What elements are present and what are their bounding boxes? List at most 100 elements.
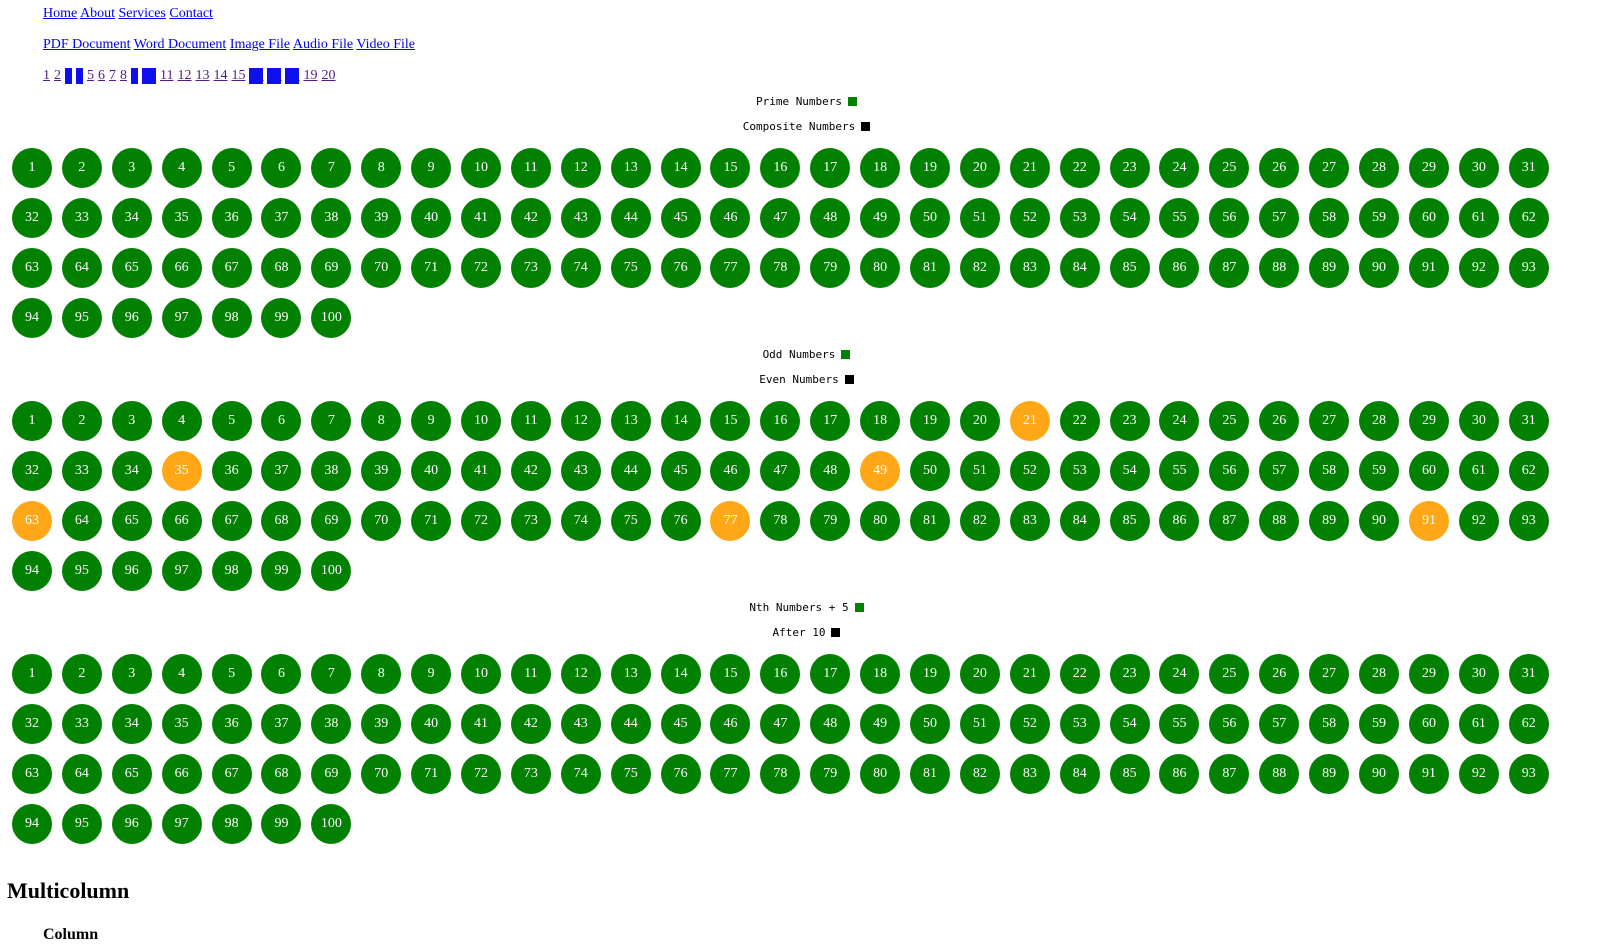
column-heading: Column xyxy=(43,926,99,943)
number-ball-75: 75 xyxy=(610,247,651,288)
page-link-14[interactable]: 14 xyxy=(213,68,228,83)
number-ball-49: 49 xyxy=(860,703,901,744)
number-ball-3: 3 xyxy=(111,654,152,694)
number-ball-7: 7 xyxy=(311,401,352,441)
number-ball-15: 15 xyxy=(710,654,751,694)
number-ball-100: 100 xyxy=(311,550,352,591)
number-ball-6: 6 xyxy=(261,148,302,188)
number-ball-34: 34 xyxy=(111,197,152,238)
number-ball-80: 80 xyxy=(860,500,901,541)
number-ball-97: 97 xyxy=(161,803,202,844)
page-link-1[interactable]: 1 xyxy=(43,68,50,83)
page-link-19[interactable]: 19 xyxy=(303,68,318,83)
number-ball-96: 96 xyxy=(111,297,152,338)
number-ball-15: 15 xyxy=(710,148,751,188)
number-ball-79: 79 xyxy=(810,753,851,794)
number-ball-23: 23 xyxy=(1109,654,1150,694)
number-ball-9: 9 xyxy=(411,148,452,188)
number-ball-39: 39 xyxy=(361,703,402,744)
number-ball-69: 69 xyxy=(311,500,352,541)
number-ball-87: 87 xyxy=(1209,753,1250,794)
link-video-file[interactable]: Video File xyxy=(356,37,416,52)
number-ball-27: 27 xyxy=(1309,401,1350,441)
legend-prime-numbers: Prime Numbers xyxy=(0,95,1613,109)
page-link-7[interactable]: 7 xyxy=(109,68,116,83)
number-ball-47: 47 xyxy=(760,703,801,744)
nav-link-services[interactable]: Services xyxy=(118,6,166,21)
nav-link-home[interactable]: Home xyxy=(43,6,78,21)
number-ball-91: 91 xyxy=(1408,500,1449,541)
page-link-16[interactable]: 16 xyxy=(249,68,264,84)
page-link-6[interactable]: 6 xyxy=(98,68,105,83)
number-ball-24: 24 xyxy=(1159,148,1200,188)
page-link-5[interactable]: 5 xyxy=(87,68,94,83)
page-link-18[interactable]: 18 xyxy=(285,68,300,84)
page-link-17[interactable]: 17 xyxy=(267,68,282,84)
number-ball-50: 50 xyxy=(910,197,951,238)
number-ball-80: 80 xyxy=(860,247,901,288)
number-ball-14: 14 xyxy=(660,148,701,188)
number-ball-82: 82 xyxy=(959,500,1000,541)
number-ball-55: 55 xyxy=(1159,450,1200,491)
number-ball-97: 97 xyxy=(161,297,202,338)
number-ball-11: 11 xyxy=(510,654,551,694)
number-ball-63: 63 xyxy=(12,247,52,288)
number-ball-66: 66 xyxy=(161,247,202,288)
page-link-13[interactable]: 13 xyxy=(195,68,210,83)
number-ball-18: 18 xyxy=(860,654,901,694)
number-ball-28: 28 xyxy=(1359,148,1400,188)
nav-link-about[interactable]: About xyxy=(79,6,115,21)
number-ball-45: 45 xyxy=(660,450,701,491)
number-ball-29: 29 xyxy=(1408,148,1449,188)
page-link-3[interactable]: 3 xyxy=(65,68,72,84)
number-ball-43: 43 xyxy=(560,450,601,491)
page-link-9[interactable]: 9 xyxy=(131,68,138,84)
nav-link-contact[interactable]: Contact xyxy=(169,6,213,21)
link-word-document[interactable]: Word Document xyxy=(133,37,227,52)
number-ball-7: 7 xyxy=(311,654,352,694)
page-link-20[interactable]: 20 xyxy=(321,68,336,83)
page-link-12[interactable]: 12 xyxy=(177,68,192,83)
page-link-8[interactable]: 8 xyxy=(120,68,127,83)
number-ball-58: 58 xyxy=(1309,450,1350,491)
number-ball-16: 16 xyxy=(760,654,801,694)
number-ball-33: 33 xyxy=(61,703,102,744)
number-ball-96: 96 xyxy=(111,550,152,591)
number-ball-10: 10 xyxy=(461,148,502,188)
number-ball-41: 41 xyxy=(461,197,502,238)
number-ball-86: 86 xyxy=(1159,500,1200,541)
number-ball-45: 45 xyxy=(660,197,701,238)
number-ball-32: 32 xyxy=(12,703,52,744)
number-ball-6: 6 xyxy=(261,401,302,441)
number-ball-62: 62 xyxy=(1508,703,1549,744)
number-ball-86: 86 xyxy=(1159,247,1200,288)
number-ball-15: 15 xyxy=(710,401,751,441)
page-link-2[interactable]: 2 xyxy=(54,68,61,83)
page-link-15[interactable]: 15 xyxy=(231,68,246,83)
link-pdf-document[interactable]: PDF Document xyxy=(43,37,131,52)
number-ball-88: 88 xyxy=(1259,247,1300,288)
number-ball-23: 23 xyxy=(1109,401,1150,441)
number-ball-71: 71 xyxy=(411,500,452,541)
link-image-file[interactable]: Image File xyxy=(229,37,291,52)
number-grid-nth-after: 1 2 3 4 5 6 7 8 9 10 11 12 13 14 15 16 17 18 19 20 21 22 23 24 2… xyxy=(12,654,1608,854)
number-ball-95: 95 xyxy=(61,297,102,338)
number-ball-97: 97 xyxy=(161,550,202,591)
page-link-11[interactable]: 11 xyxy=(160,68,174,83)
number-ball-28: 28 xyxy=(1359,401,1400,441)
number-ball-7: 7 xyxy=(311,148,352,188)
number-ball-32: 32 xyxy=(12,197,52,238)
number-ball-39: 39 xyxy=(361,197,402,238)
link-audio-file[interactable]: Audio File xyxy=(292,37,354,52)
number-ball-99: 99 xyxy=(261,297,302,338)
number-ball-72: 72 xyxy=(461,753,502,794)
page-link-10[interactable]: 10 xyxy=(142,68,156,84)
page-link-4[interactable]: 4 xyxy=(76,68,83,84)
number-ball-42: 42 xyxy=(510,197,551,238)
number-ball-39: 39 xyxy=(361,450,402,491)
number-ball-29: 29 xyxy=(1408,401,1449,441)
number-ball-70: 70 xyxy=(361,500,402,541)
number-ball-29: 29 xyxy=(1408,654,1449,694)
number-ball-47: 47 xyxy=(760,197,801,238)
number-ball-1: 1 xyxy=(12,401,52,441)
